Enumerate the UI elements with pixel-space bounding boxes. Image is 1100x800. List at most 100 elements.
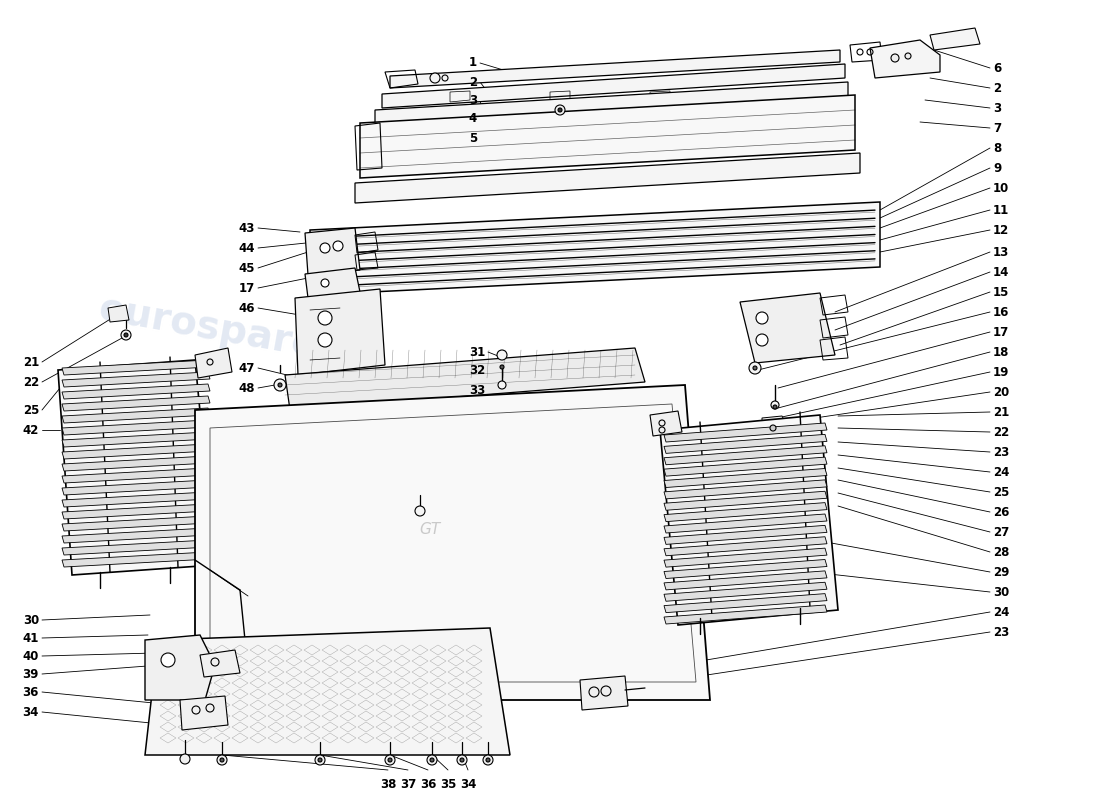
Text: 29: 29 bbox=[993, 566, 1010, 578]
Text: 13: 13 bbox=[993, 246, 1010, 258]
Circle shape bbox=[318, 758, 322, 762]
Text: 43: 43 bbox=[239, 222, 255, 234]
Circle shape bbox=[180, 754, 190, 764]
Text: 39: 39 bbox=[23, 667, 38, 681]
Text: 10: 10 bbox=[993, 182, 1010, 194]
Text: 24: 24 bbox=[993, 466, 1010, 478]
Polygon shape bbox=[664, 446, 827, 465]
Text: 22: 22 bbox=[23, 375, 38, 389]
Polygon shape bbox=[62, 360, 210, 375]
Polygon shape bbox=[664, 469, 827, 487]
Circle shape bbox=[498, 381, 506, 389]
Text: 28: 28 bbox=[993, 546, 1010, 558]
Circle shape bbox=[220, 758, 224, 762]
Polygon shape bbox=[62, 480, 210, 495]
Text: 5: 5 bbox=[469, 131, 477, 145]
Text: 15: 15 bbox=[993, 286, 1010, 298]
Text: 35: 35 bbox=[440, 778, 456, 791]
Polygon shape bbox=[195, 348, 232, 378]
Text: 23: 23 bbox=[993, 446, 1010, 458]
Polygon shape bbox=[62, 540, 210, 555]
Text: 31: 31 bbox=[469, 346, 485, 358]
Polygon shape bbox=[62, 516, 210, 531]
Polygon shape bbox=[62, 468, 210, 483]
Polygon shape bbox=[664, 605, 827, 624]
Polygon shape bbox=[62, 444, 210, 459]
Text: 32: 32 bbox=[469, 363, 485, 377]
Text: 7: 7 bbox=[993, 122, 1001, 134]
Text: 26: 26 bbox=[993, 506, 1010, 518]
Text: 24: 24 bbox=[993, 606, 1010, 618]
Text: 27: 27 bbox=[993, 526, 1010, 538]
Text: 16: 16 bbox=[993, 306, 1010, 318]
Polygon shape bbox=[664, 514, 827, 533]
Text: 4: 4 bbox=[469, 111, 477, 125]
Polygon shape bbox=[740, 293, 835, 363]
Polygon shape bbox=[108, 305, 129, 322]
Circle shape bbox=[749, 362, 761, 374]
Polygon shape bbox=[310, 202, 880, 295]
Circle shape bbox=[318, 333, 332, 347]
Circle shape bbox=[121, 330, 131, 340]
Polygon shape bbox=[664, 559, 827, 578]
Circle shape bbox=[558, 108, 562, 112]
Text: 3: 3 bbox=[469, 94, 477, 106]
Polygon shape bbox=[62, 408, 210, 423]
Text: 38: 38 bbox=[379, 778, 396, 791]
Polygon shape bbox=[305, 268, 360, 298]
Text: eurospares: eurospares bbox=[96, 290, 344, 370]
Polygon shape bbox=[375, 82, 848, 124]
Polygon shape bbox=[664, 548, 827, 567]
Polygon shape bbox=[664, 526, 827, 544]
Polygon shape bbox=[382, 64, 845, 108]
Polygon shape bbox=[664, 480, 827, 499]
Polygon shape bbox=[62, 384, 210, 399]
Circle shape bbox=[773, 405, 777, 409]
Circle shape bbox=[771, 401, 779, 409]
Polygon shape bbox=[195, 385, 710, 700]
Circle shape bbox=[333, 241, 343, 251]
Polygon shape bbox=[664, 571, 827, 590]
Text: GT: GT bbox=[419, 522, 441, 538]
Text: 21: 21 bbox=[993, 406, 1010, 418]
Circle shape bbox=[770, 425, 776, 431]
Circle shape bbox=[754, 366, 757, 370]
Text: 2: 2 bbox=[469, 75, 477, 89]
Text: 12: 12 bbox=[993, 223, 1010, 237]
Polygon shape bbox=[664, 537, 827, 556]
Text: 23: 23 bbox=[993, 626, 1010, 638]
Text: 22: 22 bbox=[993, 426, 1010, 438]
Polygon shape bbox=[145, 635, 214, 700]
Text: 20: 20 bbox=[993, 386, 1010, 398]
Text: 1: 1 bbox=[469, 57, 477, 70]
Circle shape bbox=[217, 755, 227, 765]
Text: 17: 17 bbox=[993, 326, 1010, 338]
Text: 46: 46 bbox=[239, 302, 255, 314]
Text: 47: 47 bbox=[239, 362, 255, 374]
Text: 45: 45 bbox=[239, 262, 255, 274]
Polygon shape bbox=[360, 95, 855, 178]
Text: eurospares: eurospares bbox=[546, 490, 794, 570]
Text: 17: 17 bbox=[239, 282, 255, 294]
Text: 48: 48 bbox=[239, 382, 255, 394]
Text: 3: 3 bbox=[993, 102, 1001, 114]
Circle shape bbox=[891, 54, 899, 62]
Text: 8: 8 bbox=[993, 142, 1001, 154]
Circle shape bbox=[430, 73, 440, 83]
Circle shape bbox=[905, 53, 911, 59]
Circle shape bbox=[318, 311, 332, 325]
Polygon shape bbox=[145, 628, 510, 755]
Circle shape bbox=[556, 105, 565, 115]
Polygon shape bbox=[62, 420, 210, 435]
Polygon shape bbox=[390, 50, 840, 88]
Circle shape bbox=[415, 506, 425, 516]
Text: 42: 42 bbox=[23, 423, 38, 437]
Circle shape bbox=[756, 312, 768, 324]
Polygon shape bbox=[762, 416, 785, 424]
Polygon shape bbox=[580, 676, 628, 710]
Polygon shape bbox=[664, 594, 827, 613]
Polygon shape bbox=[664, 502, 827, 522]
Circle shape bbox=[430, 758, 434, 762]
Polygon shape bbox=[58, 360, 214, 575]
Circle shape bbox=[497, 350, 507, 360]
